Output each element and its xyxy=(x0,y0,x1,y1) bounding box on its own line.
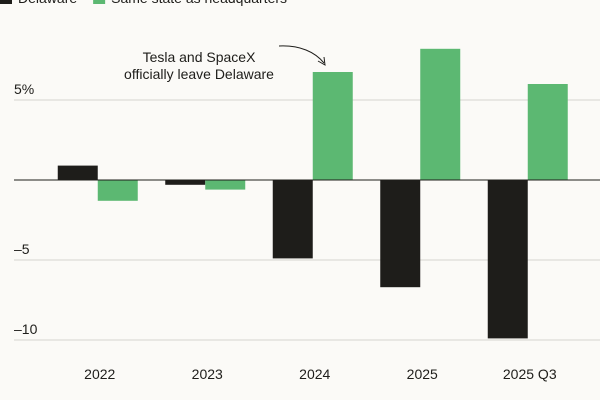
bar xyxy=(57,165,98,180)
x-tick-label: 2023 xyxy=(192,366,223,382)
bar xyxy=(420,48,461,180)
y-tick-label: –10 xyxy=(14,321,38,337)
x-tick-label: 2025 xyxy=(407,366,438,382)
bar xyxy=(97,180,138,201)
legend-swatch xyxy=(0,0,12,4)
bar xyxy=(380,180,421,288)
bar xyxy=(527,84,568,180)
legend-label: Delaware xyxy=(18,0,77,6)
bar xyxy=(165,180,206,185)
x-tick-label: 2022 xyxy=(84,366,115,382)
bar xyxy=(205,180,246,190)
legend-label: Same state as headquarters xyxy=(111,0,287,6)
x-tick-label: 2025 Q3 xyxy=(503,366,557,382)
annotation: officially leave Delaware xyxy=(124,66,274,82)
legend-swatch xyxy=(93,0,106,4)
bar xyxy=(312,72,353,180)
annotation-arrowhead xyxy=(317,56,326,66)
y-tick-label: –5 xyxy=(14,241,30,257)
bar xyxy=(487,180,528,339)
annotation: Tesla and SpaceX xyxy=(143,49,257,65)
y-tick-label: 5% xyxy=(14,81,34,97)
bar xyxy=(272,180,313,259)
annotation-arrow xyxy=(278,45,325,64)
x-tick-label: 2024 xyxy=(299,366,330,382)
